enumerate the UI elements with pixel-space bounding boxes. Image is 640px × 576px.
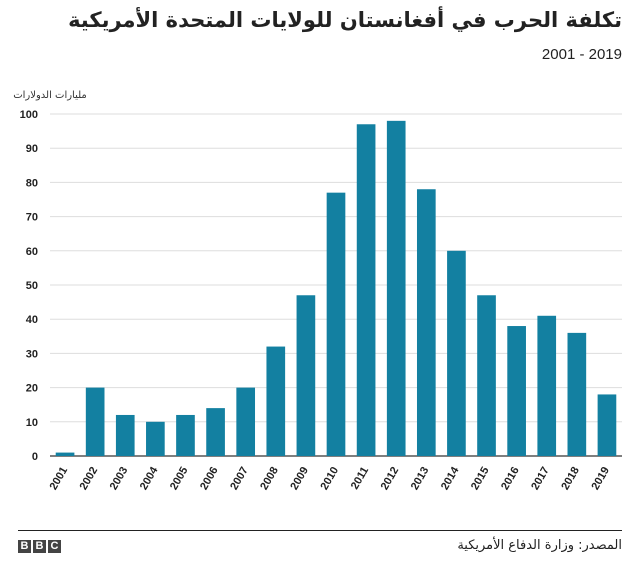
x-tick-label: 2008 (258, 465, 281, 492)
bar-2005 (176, 414, 195, 456)
bbc-logo-letter: B (33, 540, 46, 553)
bar-2012 (386, 120, 406, 456)
x-tick-label: 2001 (48, 465, 71, 492)
x-axis-ticks: 2001 2002 2003 2004 2005 2006 2007 2008 2009 2010… (48, 464, 613, 492)
chart-title: تكلفة الحرب في أفغانستان للولايات المتحد… (68, 8, 622, 32)
bars (55, 120, 617, 457)
bar-2011 (356, 124, 376, 456)
x-tick-label: 2010 (318, 465, 341, 492)
y-tick-label: 60 (26, 246, 38, 258)
y-tick-label: 20 (26, 383, 38, 395)
bbc-logo-letter: C (48, 540, 61, 553)
x-tick-label: 2019 (589, 465, 612, 492)
y-tick-label: 80 (26, 177, 38, 189)
bar-2002 (85, 387, 105, 456)
y-tick-label: 70 (26, 212, 38, 224)
x-tick-label: 2013 (409, 465, 432, 492)
x-tick-label: 2012 (379, 465, 402, 492)
bar-2009 (296, 295, 316, 456)
x-tick-label: 2016 (499, 465, 522, 492)
bar-2004 (146, 421, 165, 456)
chart-subtitle: 2001 - 2019 (541, 46, 622, 63)
x-tick-label: 2004 (138, 464, 161, 492)
x-tick-label: 2018 (559, 465, 582, 492)
y-tick-label: 100 (20, 109, 38, 121)
y-tick-label: 50 (26, 280, 38, 292)
bar-2016 (507, 326, 526, 456)
footer-divider (18, 530, 622, 531)
bar-2013 (416, 189, 436, 457)
bar-2015 (477, 295, 496, 456)
y-tick-label: 0 (32, 451, 38, 463)
bbc-logo: B B C (18, 540, 61, 553)
bar-2003 (115, 414, 135, 456)
source-note: المصدر: وزارة الدفاع الأمريكية (457, 538, 622, 553)
bar-2010 (326, 192, 346, 456)
bar-2007 (236, 387, 256, 456)
y-axis-label: مليارات الدولارات (13, 90, 87, 101)
x-tick-label: 2011 (349, 465, 371, 492)
y-axis-ticks: 0 10 20 30 40 50 60 70 80 90 100 (20, 109, 38, 463)
bar-2014 (447, 250, 466, 456)
y-tick-label: 40 (26, 314, 38, 326)
x-tick-label: 2005 (168, 465, 191, 492)
x-tick-label: 2015 (469, 465, 492, 492)
x-tick-label: 2003 (108, 465, 131, 492)
x-tick-label: 2014 (439, 464, 462, 492)
x-tick-label: 2017 (529, 465, 552, 492)
bar-2019 (597, 394, 617, 456)
y-tick-label: 30 (26, 348, 38, 360)
x-tick-label: 2002 (78, 465, 101, 492)
x-tick-label: 2006 (198, 465, 221, 492)
x-tick-label: 2009 (288, 465, 311, 492)
bar-2008 (266, 346, 286, 456)
y-tick-label: 90 (26, 143, 38, 155)
bar-2017 (537, 315, 557, 456)
y-tick-label: 10 (26, 417, 38, 429)
bbc-logo-letter: B (18, 540, 31, 553)
bar-2018 (567, 332, 587, 456)
bar-chart: مليارات الدولارات 0 10 20 30 40 50 60 70 80 90 100… (13, 90, 622, 492)
bar-2001 (55, 452, 75, 456)
bar-2006 (206, 408, 225, 456)
x-tick-label: 2007 (228, 465, 251, 492)
